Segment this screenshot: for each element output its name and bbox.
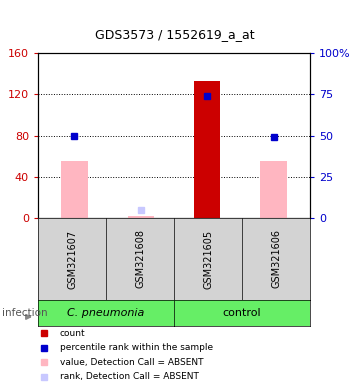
Text: GSM321605: GSM321605	[203, 229, 213, 288]
Text: GDS3573 / 1552619_a_at: GDS3573 / 1552619_a_at	[95, 28, 255, 41]
Text: percentile rank within the sample: percentile rank within the sample	[60, 343, 213, 352]
Text: count: count	[60, 329, 85, 338]
Bar	[194, 81, 220, 218]
Text: GSM321606: GSM321606	[271, 230, 281, 288]
Text: GSM321607: GSM321607	[67, 229, 77, 288]
Text: value, Detection Call = ABSENT: value, Detection Call = ABSENT	[60, 358, 203, 367]
Text: infection: infection	[2, 308, 47, 318]
Text: C. pneumonia: C. pneumonia	[67, 308, 145, 318]
Text: rank, Detection Call = ABSENT: rank, Detection Call = ABSENT	[60, 372, 199, 381]
Bar	[127, 216, 154, 218]
Bar	[61, 161, 88, 218]
Text: control: control	[223, 308, 261, 318]
Bar	[260, 161, 287, 218]
Text: GSM321608: GSM321608	[135, 230, 145, 288]
